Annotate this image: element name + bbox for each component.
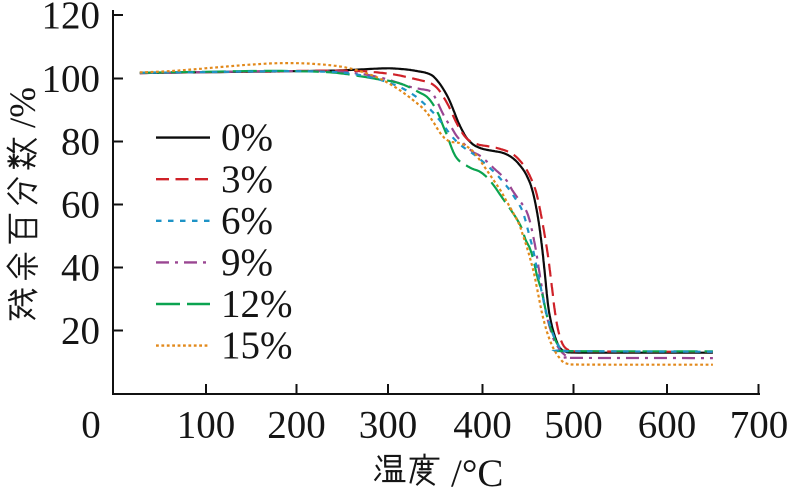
svg-text:40: 40	[61, 246, 100, 289]
svg-text:/°C: /°C	[451, 452, 503, 492]
svg-text:100: 100	[177, 404, 236, 447]
svg-text:700: 700	[730, 404, 788, 447]
svg-text:3%: 3%	[221, 158, 273, 201]
svg-text:80: 80	[61, 120, 100, 163]
svg-text:/%: /%	[3, 87, 44, 128]
svg-text:60: 60	[61, 183, 100, 226]
svg-text:300: 300	[359, 404, 418, 447]
svg-text:9%: 9%	[221, 241, 273, 284]
svg-text:500: 500	[544, 404, 603, 447]
svg-text:600: 600	[638, 404, 697, 447]
svg-text:6%: 6%	[221, 199, 273, 242]
svg-text:200: 200	[267, 404, 326, 447]
svg-text:12%: 12%	[221, 283, 293, 326]
svg-text:0: 0	[81, 404, 101, 447]
svg-text:120: 120	[42, 0, 101, 37]
svg-text:0%: 0%	[221, 116, 273, 159]
svg-text:400: 400	[453, 404, 512, 447]
svg-text:20: 20	[61, 309, 100, 352]
svg-text:100: 100	[42, 57, 101, 100]
svg-text:15%: 15%	[221, 324, 293, 367]
